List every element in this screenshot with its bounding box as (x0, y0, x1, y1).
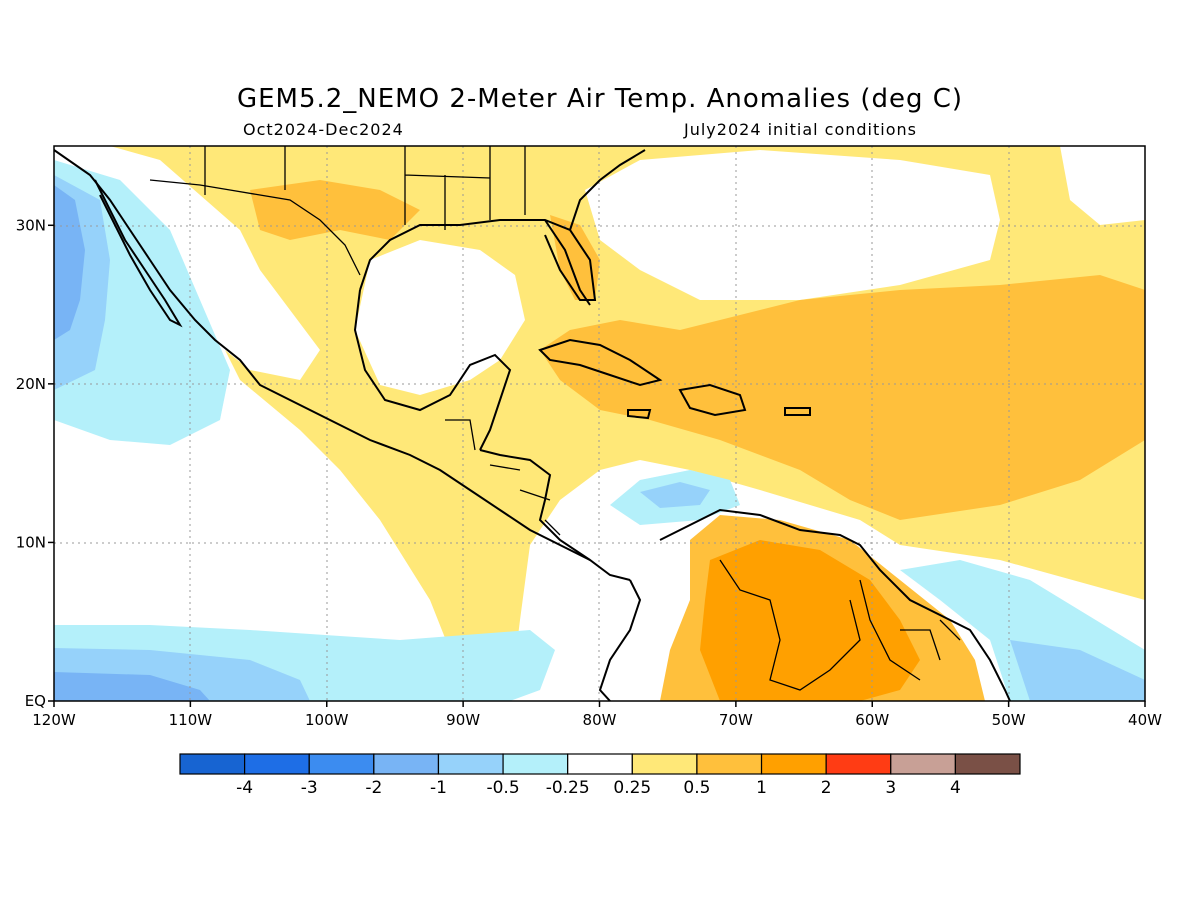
season-label: Oct2024-Dec2024 (243, 120, 404, 139)
border-central-america (445, 419, 561, 536)
colorbar-swatch (437, 753, 504, 775)
x-tick-label: 110W (169, 711, 213, 729)
anomaly-region-atlantic-eq-cool-2 (1010, 640, 1145, 701)
colorbar-swatch (696, 753, 763, 775)
x-axis: 120W 110W 100W 90W 80W 70W 60W 50W 40W (32, 701, 1162, 729)
colorbar-label: -1 (430, 778, 447, 798)
anomaly-region-pacific-cool-3 (54, 185, 85, 340)
grid-lines (54, 146, 1145, 701)
colorbar-label: -2 (365, 778, 382, 798)
anomaly-region-florida (550, 215, 600, 300)
anomaly-region-light-orange (540, 275, 1145, 520)
colorbar-label: 4 (950, 778, 961, 798)
x-tick-label: 50W (992, 711, 1026, 729)
border-south-america (719, 559, 961, 691)
x-tick-label: 60W (855, 711, 889, 729)
colorbar-label: -4 (236, 778, 253, 798)
initial-conditions-label: July2024 initial conditions (684, 120, 917, 139)
colorbar-label: 0.5 (683, 778, 710, 798)
coastline-north-america-pacific (54, 149, 631, 581)
anomaly-region-eq-pacific-cool-3 (54, 672, 210, 701)
colorbar-swatch (179, 753, 246, 775)
coastline-hispaniola (678, 383, 747, 417)
coastline-central-america-caribbean (479, 449, 591, 561)
coastline-us-atlantic (569, 149, 646, 231)
colorbar-label: 1 (756, 778, 767, 798)
x-tick-label: 90W (446, 711, 480, 729)
y-tick-label: 20N (16, 375, 46, 393)
colorbar-label: -3 (301, 778, 318, 798)
colorbar-label: -0.25 (546, 778, 590, 798)
y-tick-label: 30N (16, 216, 46, 234)
coastlines (54, 149, 1011, 701)
colorbar-swatch (890, 753, 956, 775)
colorbar-swatch (373, 753, 440, 775)
coastline-baja-california (94, 179, 183, 328)
colorbar-swatch (308, 753, 375, 775)
anomaly-region-atlantic-neutral-2 (1060, 146, 1145, 225)
borders (149, 146, 961, 691)
x-tick-label: 80W (583, 711, 617, 729)
y-tick-label: EQ (25, 692, 46, 710)
anomaly-region-gulf-neutral (355, 240, 525, 395)
anomaly-region-atlantic-neutral (585, 150, 1000, 300)
colorbar-swatch (502, 753, 569, 775)
colorbar-swatch (567, 753, 633, 775)
colorbar-swatch (825, 753, 892, 775)
coastline-puerto-rico (784, 407, 811, 416)
coastline-florida (544, 219, 591, 306)
colorbar-swatch (954, 753, 1021, 775)
anomaly-region-texas (250, 180, 420, 240)
coastline-jamaica (627, 409, 652, 420)
x-tick-label: 40W (1128, 711, 1162, 729)
coastline-cuba (538, 338, 663, 387)
x-tick-label: 70W (719, 711, 753, 729)
colorbar-label: 0.25 (613, 778, 651, 798)
anomaly-region-caribbean-cool-2 (640, 482, 710, 508)
colorbar-label: -0.5 (486, 778, 519, 798)
coastline-south-america (598, 508, 1011, 701)
x-tick-label: 100W (305, 711, 349, 729)
colorbar-swatch (631, 753, 698, 775)
y-tick-label: 10N (16, 533, 46, 551)
colorbar: -4 -3 -2 -1 -0.5 -0.25 0.25 0.5 1 2 3 4 (179, 753, 1021, 798)
y-axis: EQ 10N 20N 30N (16, 216, 54, 710)
colorbar-label: 2 (821, 778, 832, 798)
anomaly-region-orange (700, 540, 920, 701)
colorbar-label: 3 (885, 778, 896, 798)
colorbar-swatch (760, 753, 827, 775)
colorbar-swatch (244, 753, 310, 775)
border-us-states (204, 146, 526, 230)
x-tick-label: 120W (32, 711, 76, 729)
map-title: GEM5.2_NEMO 2-Meter Air Temp. Anomalies … (236, 84, 964, 114)
